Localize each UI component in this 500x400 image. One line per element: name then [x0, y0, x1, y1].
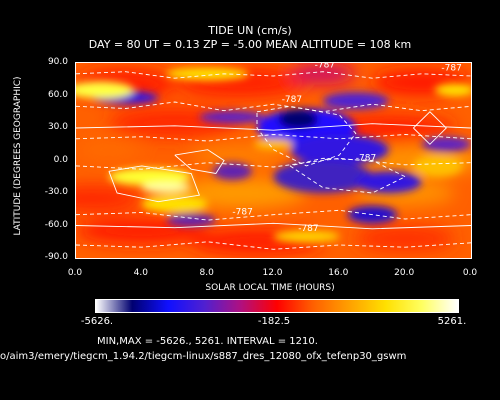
x-tick-label: 4.0	[133, 268, 148, 278]
contour-line	[76, 101, 471, 113]
contour-line	[76, 157, 471, 170]
heatmap-high-region	[434, 83, 471, 97]
contour-line	[256, 105, 357, 167]
contour-label: -787	[298, 224, 318, 234]
heatmap-band	[76, 138, 142, 161]
file-path-text: o/aim3/emery/tiegcm_1.94.2/tiegcm-linux/…	[0, 351, 407, 362]
chart-title: TIDE UN (cm/s)	[208, 24, 292, 37]
contour-line	[174, 149, 225, 174]
colorbar-max-label: 5261.	[437, 316, 467, 327]
x-tick-label: 16.0	[328, 268, 349, 278]
contour-line	[76, 241, 471, 250]
contour-label: -787	[232, 208, 252, 218]
heatmap-svg: -787 -787 -787 -787 -787 -787	[76, 63, 471, 258]
heatmap-high-region	[141, 195, 208, 213]
chart-subtitle: DAY = 80 UT = 0.13 ZP = -5.00 MEAN ALTIT…	[88, 38, 412, 51]
x-tick-label: 0.0	[462, 268, 478, 278]
contour-line	[413, 111, 447, 145]
contour-line	[76, 71, 471, 79]
heatmap-high-region	[253, 138, 294, 150]
x-tick-label: 0.0	[67, 268, 83, 278]
contour-line	[76, 134, 471, 142]
contour-label: -787	[282, 95, 302, 105]
heatmap-low-region	[166, 213, 216, 227]
heatmap-high-region	[413, 155, 463, 177]
heatmap-low-region	[199, 110, 266, 124]
contour-line	[76, 209, 471, 221]
heatmap-low-region	[322, 92, 389, 110]
heatmap-high-region	[273, 229, 340, 243]
x-axis-label: SOLAR LOCAL TIME (HOURS)	[205, 283, 335, 293]
heatmap-low-region	[212, 162, 253, 180]
heatmap-low-region	[273, 160, 373, 193]
y-axis-label: LATITUDE (DEGREES GEOGRAPHIC)	[13, 76, 23, 236]
contour-line	[289, 157, 407, 194]
colorbar	[95, 299, 459, 313]
y-tick-label: -90.0	[44, 252, 68, 262]
heatmap-band	[322, 115, 455, 141]
contour-label: -787	[356, 154, 376, 164]
heatmap-low-region	[355, 171, 422, 193]
heatmap-band	[76, 185, 142, 212]
heatmap-plot-area: -787 -787 -787 -787 -787 -787	[75, 62, 472, 259]
colorbar-min-label: -5626.	[80, 316, 114, 327]
heatmap-high-region	[108, 168, 192, 186]
y-tick-label: 0.0	[53, 154, 68, 165]
x-tick-label: 20.0	[394, 268, 415, 278]
y-tick-label: -60.0	[44, 219, 68, 230]
heatmap-high-region	[166, 67, 249, 81]
contour-label: -787	[441, 64, 461, 74]
contour-line	[108, 165, 201, 203]
x-tick-label: 12.0	[262, 268, 283, 278]
contour-label: -787	[315, 63, 335, 70]
contour-line	[76, 123, 471, 131]
heatmap-high-region	[76, 81, 134, 99]
heatmap-band	[289, 63, 356, 85]
y-tick-label: 30.0	[47, 122, 68, 132]
heatmap-low-region	[289, 134, 389, 165]
heatmap-band	[191, 144, 290, 166]
contour-line	[76, 222, 471, 230]
heatmap-low-region	[278, 109, 318, 130]
y-tick-label: -30.0	[44, 187, 68, 197]
heatmap-high-region	[141, 182, 192, 193]
heatmap-band	[355, 225, 455, 252]
y-tick-label: 90.0	[47, 57, 68, 67]
heatmap-low-region	[421, 136, 471, 152]
heatmap-band	[174, 177, 307, 209]
x-tick-label: 8.0	[199, 268, 214, 278]
y-tick-label: 60.0	[47, 89, 68, 100]
minmax-interval-text: MIN,MAX = -5626., 5261. INTERVAL = 1210.	[97, 336, 318, 347]
colorbar-mid-label: -182.5	[257, 316, 291, 327]
